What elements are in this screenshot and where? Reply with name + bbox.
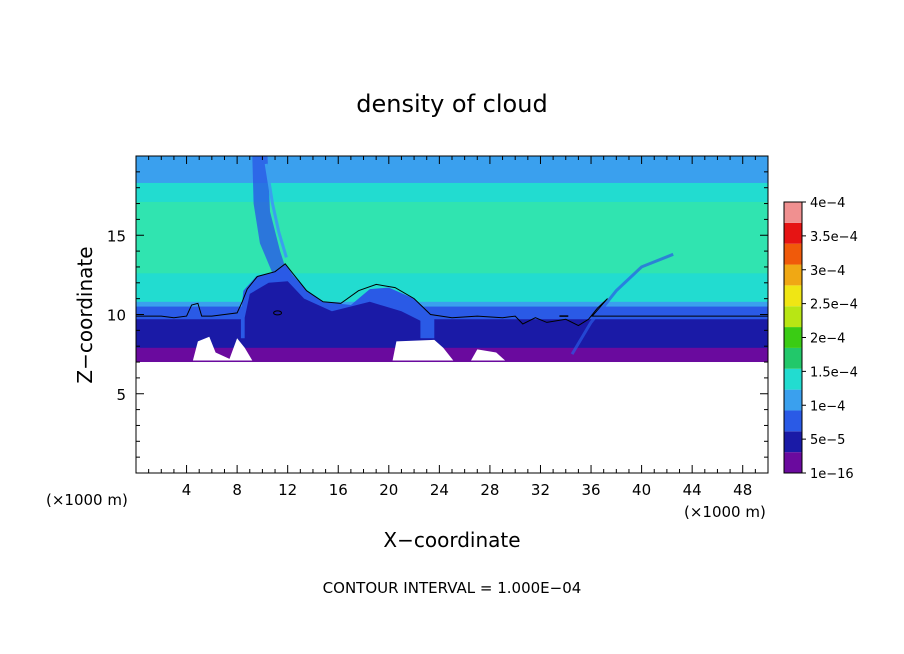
anvil-streak: [264, 163, 288, 258]
wave-arc: [570, 252, 674, 355]
colorbar-swatch: [784, 410, 802, 432]
field-band: [136, 347, 768, 363]
colorbar-swatch: [784, 452, 802, 473]
x-tick-label: 32: [531, 481, 550, 499]
colorbar-label: 2e−4: [810, 332, 845, 347]
x-tick-label: 20: [379, 481, 398, 499]
contour-interval-note: CONTOUR INTERVAL = 1.000E−04: [323, 579, 582, 597]
x-tick-label: 28: [480, 481, 499, 499]
colorbar-swatch: [784, 202, 802, 223]
colorbar-label: 5e−5: [810, 433, 845, 448]
colorbar-swatch: [784, 285, 802, 307]
colorbar-label: 1e−4: [810, 399, 845, 414]
y-tick-label: 15: [107, 227, 126, 245]
gap-mid-2: [471, 349, 506, 361]
y-tick-label: 5: [116, 386, 126, 404]
x-tick-label: 48: [733, 481, 752, 499]
x-tick-label: 24: [430, 481, 449, 499]
cloud-core: [244, 281, 421, 343]
y-axis-label: Z−coordinate: [73, 246, 97, 383]
x-unit-left: (×1000 m): [46, 491, 128, 509]
colorbar-swatch: [784, 243, 802, 265]
x-axis-label: X−coordinate: [383, 528, 520, 552]
colorbar-swatch: [784, 222, 802, 244]
contour-line: [136, 263, 768, 327]
gap-left: [192, 336, 253, 361]
colorbar-swatch: [784, 347, 802, 369]
y-tick-label: 10: [107, 307, 126, 325]
colorbar-swatch: [784, 368, 802, 390]
x-tick-label: 8: [232, 481, 242, 499]
colorbar-swatch: [784, 306, 802, 328]
x-tick-label: 12: [278, 481, 297, 499]
x-tick-label: 16: [329, 481, 348, 499]
colorbar-label: 3.5e−4: [810, 230, 858, 245]
anvil-plume: [252, 156, 286, 274]
colorbar-label: 4e−4: [810, 196, 845, 211]
colorbar-label: 1e−16: [810, 467, 854, 482]
field-band: [136, 201, 768, 274]
colorbar-label: 1.5e−4: [810, 365, 858, 380]
x-tick-label: 4: [182, 481, 192, 499]
chart-title: density of cloud: [356, 90, 547, 118]
empty-region: [136, 362, 768, 473]
heatmap-field: [136, 156, 768, 473]
colorbar-swatch: [784, 264, 802, 286]
colorbar-swatch: [784, 431, 802, 453]
x-axis-ticks: 4 8 12 16 20 24 28 32 36 40 44 48: [148, 156, 756, 499]
gap-mid: [392, 339, 454, 361]
y-axis-ticks: 5 10 15: [107, 171, 768, 458]
colorbar-swatch: [784, 389, 802, 411]
colorbar-label: 2.5e−4: [810, 298, 858, 313]
colorbar-label: 3e−4: [810, 264, 845, 279]
x-tick-label: 36: [581, 481, 600, 499]
x-unit-right: (×1000 m): [684, 503, 766, 521]
x-tick-label: 44: [683, 481, 702, 499]
colorbar-swatch: [784, 327, 802, 348]
x-tick-label: 40: [632, 481, 651, 499]
contour-islet: [273, 310, 283, 316]
colorbar: 1e−16 5e−5 1e−4 1.5e−4 2e−4 2.5e−4 3e−4 3.5e−4 4…: [783, 196, 858, 482]
